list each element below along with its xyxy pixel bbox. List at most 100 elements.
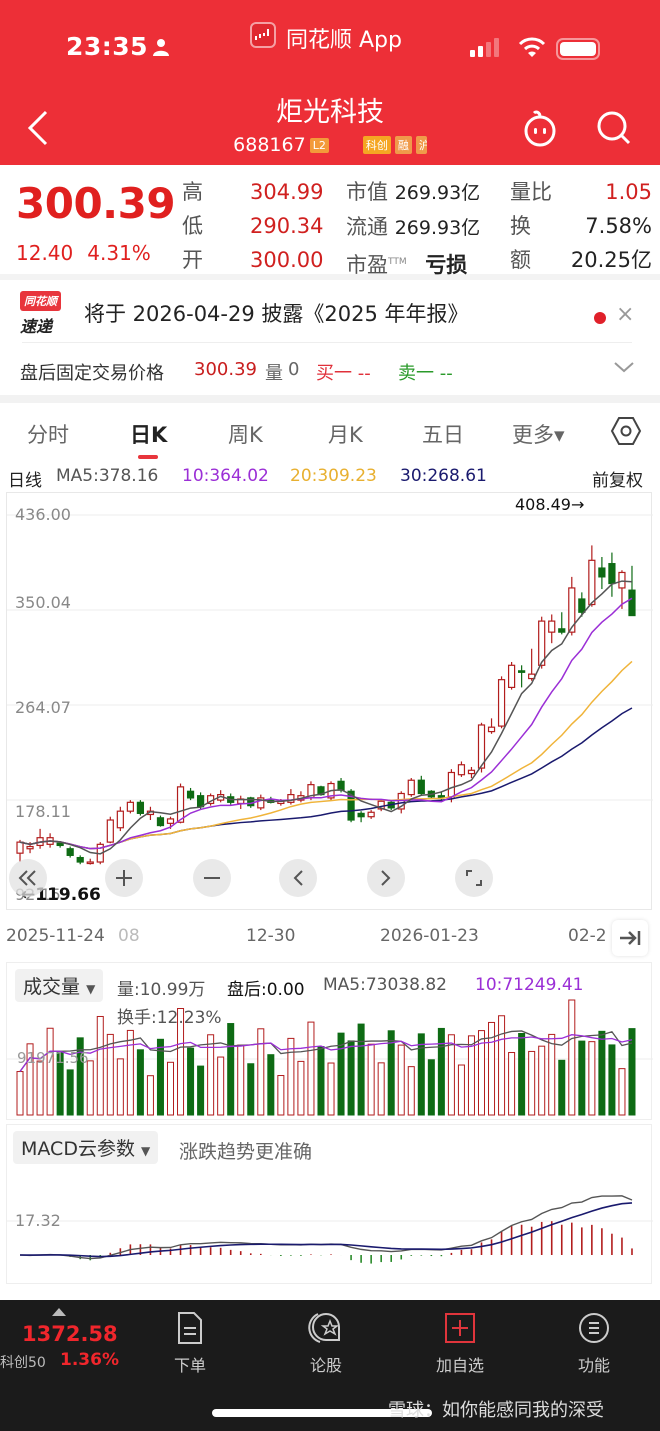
notice-text: 将于 2026-04-29 披露《2025 年年报》	[84, 302, 469, 326]
after-hours-price: 300.39	[194, 359, 257, 380]
scroll-left-fast-button[interactable]	[9, 859, 47, 897]
open-value: 300.00	[250, 248, 324, 272]
zoom-in-button[interactable]	[105, 859, 143, 897]
double-chevron-left-icon	[18, 870, 36, 886]
last-price: 300.39	[16, 179, 176, 228]
y-axis-label-3: 264.07	[15, 698, 71, 717]
ai-robot-button[interactable]	[520, 108, 560, 148]
scroll-left-button[interactable]	[279, 859, 317, 897]
search-button[interactable]	[594, 108, 634, 148]
ma5-value: MA5:378.16	[56, 466, 159, 486]
chevron-down-icon[interactable]	[612, 357, 636, 377]
y-axis-label-4: 178.11	[15, 802, 71, 821]
volume-ma5: MA5:73038.82	[323, 975, 447, 995]
document-icon	[178, 1312, 202, 1344]
minus-icon	[204, 877, 220, 879]
add-box-icon	[445, 1313, 475, 1343]
unread-dot-icon	[594, 312, 606, 324]
turnover-value: 7.58%	[585, 214, 652, 238]
macd-canvas	[7, 1195, 653, 1264]
volume-value: 量:10.99万	[117, 980, 206, 1000]
tab-five-day[interactable]: 五日	[422, 423, 464, 447]
close-notice-button[interactable]: ×	[616, 302, 635, 327]
change-percent: 4.31%	[87, 241, 151, 265]
ma30-value: 30:268.61	[400, 466, 487, 486]
person-icon	[153, 39, 169, 56]
pe-ttm: TTM	[388, 257, 407, 267]
tab-monthly-k[interactable]: 月K	[328, 423, 363, 447]
nav-functions[interactable]: 功能	[554, 1310, 634, 1376]
after-hours-volume: 盘后:0.00	[227, 980, 305, 1000]
chevron-left-icon	[293, 870, 303, 886]
home-indicator[interactable]	[212, 1409, 432, 1417]
express-logo: 同花顺 速递	[20, 290, 68, 338]
stock-code: 688167	[233, 134, 306, 156]
change-amount: 12.40	[16, 241, 74, 265]
kline-chart[interactable]: 436.00 350.04 264.07 178.11 92.15 408.49…	[6, 492, 653, 910]
x-label-4: 2026-01-23	[380, 926, 479, 946]
x-label-2: 08	[118, 926, 140, 946]
adjust-mode[interactable]: 前复权	[592, 471, 643, 491]
notice-banner[interactable]: 同花顺 速递 将于 2026-04-29 披露《2025 年年报》 ×	[0, 286, 660, 342]
cellular-signal-icon	[470, 38, 499, 57]
tab-intraday[interactable]: 分时	[27, 423, 69, 447]
x-axis: 2025-11-24 08 12-30 2026-01-23 02-2	[0, 918, 660, 958]
index-name: 科创50	[0, 1355, 46, 1371]
macd-axis-label: 17.32	[15, 1211, 61, 1230]
vol-ratio-value: 1.05	[605, 180, 652, 204]
y-axis-label-1: 436.00	[15, 505, 71, 524]
macd-panel[interactable]: MACD云参数 ▼ 涨跌趋势更准确 17.32	[6, 1124, 653, 1284]
macd-hint: 涨跌趋势更准确	[179, 1141, 313, 1163]
volume-canvas	[7, 999, 653, 1116]
ma20-value: 20:309.23	[290, 466, 377, 486]
tab-daily-k[interactable]: 日K	[130, 423, 168, 447]
app-logo-icon	[250, 22, 276, 48]
pe-value: 亏损	[425, 253, 468, 277]
watermark: 雪球：如你能感同我的深受	[388, 1400, 604, 1421]
up-triangle-icon	[52, 1308, 66, 1316]
turnover-rate: 换手:12.23%	[117, 1008, 222, 1028]
float-label: 流通	[346, 215, 388, 239]
tab-weekly-k[interactable]: 周K	[228, 423, 263, 447]
index-change-percent: 1.36%	[60, 1350, 119, 1370]
volume-panel[interactable]: 成交量 ▼ 量:10.99万 盘后:0.00 MA5:73038.82 10:7…	[6, 962, 653, 1120]
volume-ma10: 10:71249.41	[475, 975, 584, 995]
tag-l2: L2	[309, 137, 329, 153]
active-tab-indicator	[138, 455, 158, 459]
index-price[interactable]: 1372.58	[22, 1322, 118, 1346]
chevron-right-icon	[381, 870, 391, 886]
ma-legend: 日线 MA5:378.16 10:364.02 20:309.23 30:268…	[0, 463, 660, 491]
quote-panel[interactable]: 300.39 12.40 4.31% 高 低 开 304.99 290.34 30…	[0, 165, 660, 280]
arrow-to-end-icon	[620, 931, 641, 945]
fullscreen-button[interactable]	[455, 859, 493, 897]
pe-label: 市盈	[346, 253, 388, 277]
settings-hexagon-icon[interactable]	[610, 415, 642, 447]
scroll-right-button[interactable]	[367, 859, 405, 897]
mcap-value: 269.93亿	[394, 182, 481, 204]
star-chat-icon	[308, 1312, 340, 1343]
amount-label: 额	[510, 248, 531, 272]
tab-more[interactable]: 更多▾	[512, 423, 565, 447]
fullscreen-icon	[466, 870, 482, 886]
low-value: 290.34	[250, 214, 324, 238]
after-hours-row[interactable]: 盘后固定交易价格 300.39 量 0 买一 -- 卖一 --	[0, 343, 660, 395]
battery-icon	[556, 38, 600, 60]
back-button[interactable]	[24, 108, 54, 148]
tag-shanghai: 沪	[415, 136, 427, 154]
low-label: 低	[182, 214, 203, 238]
nav-discuss[interactable]: 论股	[286, 1310, 366, 1376]
price-change: 12.40 4.31%	[16, 241, 165, 265]
after-hours-vol: 0	[288, 359, 300, 380]
y-axis-label-2: 350.04	[15, 593, 71, 612]
dropdown-triangle-icon: ▼	[86, 982, 96, 996]
after-hours-label: 盘后固定交易价格	[20, 363, 164, 384]
bid-one: 买一 --	[316, 363, 371, 384]
macd-indicator-select[interactable]: MACD云参数 ▼	[13, 1131, 159, 1164]
zoom-out-button[interactable]	[193, 859, 231, 897]
nav-place-order[interactable]: 下单	[150, 1310, 230, 1376]
volume-indicator-select[interactable]: 成交量 ▼	[15, 969, 104, 1002]
stock-name: 炬光科技	[276, 97, 384, 128]
jump-to-latest-button[interactable]	[612, 920, 648, 956]
nav-add-watchlist[interactable]: 加自选	[420, 1310, 500, 1376]
volume-axis-label: 91971.56	[17, 1049, 89, 1067]
